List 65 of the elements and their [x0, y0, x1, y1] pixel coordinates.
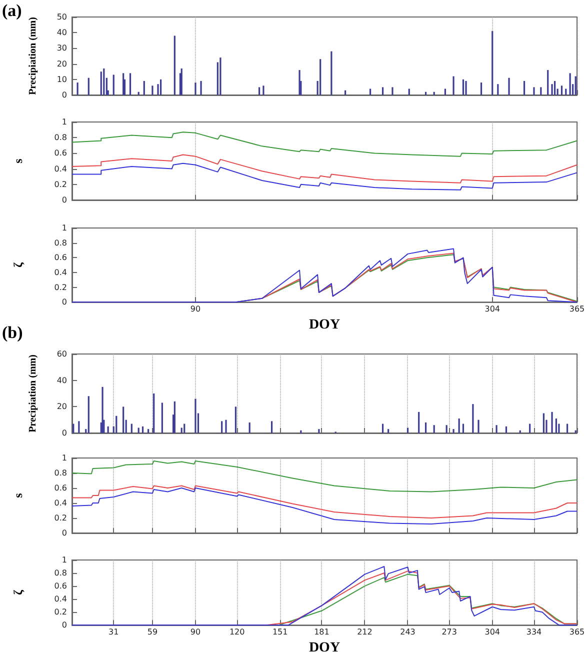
y-tick-label: 0.6	[54, 253, 67, 262]
x-tick-label: 31	[108, 628, 119, 637]
y-tick-label: 50	[56, 12, 67, 22]
y-tick-label: 20	[56, 402, 67, 412]
x-tick-label: 59	[147, 628, 158, 637]
line-series	[72, 488, 578, 524]
y-tick-label: 0.6	[54, 582, 67, 591]
x-tick-label: 365	[569, 628, 585, 637]
y-axis-title: s	[11, 158, 25, 164]
y-axis-title: s	[11, 492, 25, 498]
line-series	[72, 460, 578, 492]
y-tick-label: 0.2	[54, 608, 67, 617]
y-tick-label: 40	[56, 376, 67, 385]
y-tick-label: 0.4	[54, 164, 67, 174]
y-tick-label: 1	[62, 118, 67, 126]
y-tick-label: 30	[56, 44, 67, 53]
y-tick-label: 0.6	[54, 148, 67, 158]
y-tick-label: 0	[62, 528, 67, 538]
line-series	[72, 485, 578, 518]
y-tick-label: 0.4	[54, 498, 67, 508]
y-tick-label: 1	[62, 224, 67, 232]
line-series	[72, 154, 578, 184]
x-tick-label: 304	[484, 628, 500, 637]
y-tick-label: 0.8	[54, 238, 67, 248]
x-tick-label: 273	[442, 628, 458, 637]
x-tick-label: 334	[526, 628, 542, 637]
x-tick-label: 90	[190, 628, 201, 637]
y-axis-title: Precipiation (mm)	[28, 354, 38, 432]
y-tick-label: 0.8	[54, 133, 67, 142]
y-tick-label: 0	[62, 298, 67, 307]
line-series	[72, 162, 578, 190]
x-tick-label: 365	[569, 304, 585, 314]
x-tick-label: 120	[229, 628, 245, 637]
x-axis-title: DOY	[308, 640, 340, 656]
y-tick-label: 0.4	[54, 268, 67, 277]
x-tick-label: 151	[272, 628, 288, 637]
x-tick-label: 181	[314, 628, 330, 637]
text: (b)	[2, 323, 23, 342]
y-tick-label: 10	[56, 74, 67, 84]
y-axis-title: ζ	[11, 262, 25, 268]
y-tick-label: 0	[62, 196, 67, 204]
text: (a)	[2, 1, 22, 20]
x-tick-label: 304	[484, 304, 500, 314]
x-tick-label: 243	[400, 628, 416, 637]
y-tick-label: 0	[62, 90, 67, 100]
y-tick-label: 0.4	[54, 594, 67, 604]
y-tick-label: 0.2	[54, 514, 67, 522]
y-tick-label: 1	[62, 454, 67, 462]
y-tick-label: 20	[56, 59, 67, 68]
y-tick-label: 0.8	[54, 568, 67, 578]
y-axis-title: Precipiation (mm)	[28, 17, 38, 95]
y-tick-label: 1	[62, 556, 67, 564]
y-tick-label: 0.2	[54, 180, 67, 189]
y-tick-label: 0.2	[54, 282, 67, 292]
x-tick-label: 90	[190, 304, 201, 314]
y-tick-label: 0.8	[54, 468, 67, 478]
y-tick-label: 0	[62, 620, 67, 630]
y-tick-label: 0.6	[54, 484, 67, 492]
y-axis-title: ζ	[11, 589, 25, 596]
y-tick-label: 0	[62, 428, 67, 438]
line-series	[72, 132, 578, 157]
x-tick-label: 212	[357, 628, 372, 637]
x-axis-title: DOY	[308, 318, 340, 332]
y-tick-label: 60	[56, 350, 67, 358]
y-tick-label: 40	[56, 28, 67, 38]
